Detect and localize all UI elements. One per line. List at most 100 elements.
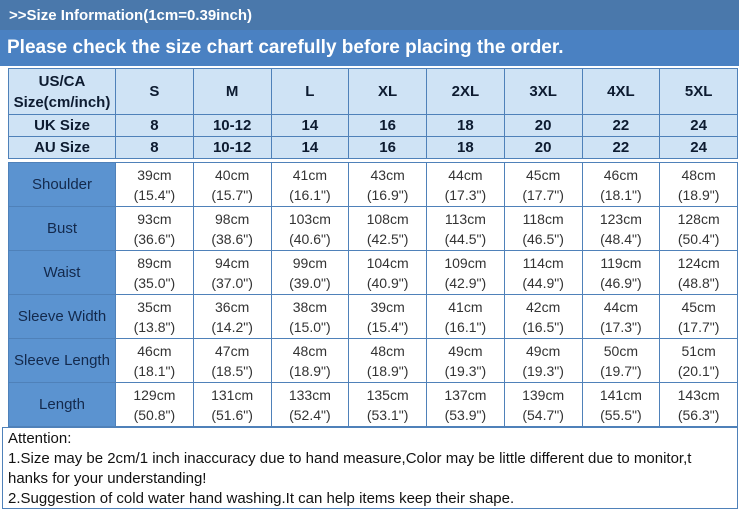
- measurement-cell: 118cm (46.5"): [503, 206, 583, 251]
- measurement-cm: 98cm: [215, 210, 250, 227]
- measurement-inch: (40.6"): [289, 230, 331, 247]
- measurement-cm: 49cm: [448, 342, 483, 359]
- measurement-cell: 98cm (38.6"): [192, 206, 272, 251]
- uk-size-row-value: 20: [503, 114, 583, 137]
- au-size-row-label: AU Size: [8, 136, 116, 159]
- uk-size-row-label: UK Size: [8, 114, 116, 137]
- measurement-label: Waist: [8, 250, 116, 295]
- measurement-cm: 128cm: [677, 210, 720, 227]
- measurement-cm: 40cm: [215, 166, 250, 183]
- measurement-inch: (18.5"): [211, 362, 253, 379]
- measurement-cm: 137cm: [444, 386, 487, 403]
- measurement-cell: 51cm (20.1"): [659, 338, 738, 383]
- size-column-header: S: [115, 68, 194, 115]
- measurement-cm: 41cm: [292, 166, 327, 183]
- au-size-row-value: 20: [503, 136, 583, 159]
- au-size-row-value: 8: [115, 136, 194, 159]
- measurement-inch: (52.4"): [289, 406, 331, 423]
- measurement-cm: 39cm: [370, 298, 405, 315]
- measurement-cell: 89cm (35.0"): [115, 250, 194, 295]
- measurement-cell: 108cm (42.5"): [348, 206, 427, 251]
- measurement-inch: (15.4"): [366, 318, 409, 335]
- measurement-label: Bust: [8, 206, 116, 251]
- measurement-cell: 128cm (50.4"): [659, 206, 738, 251]
- measurement-inch: (42.5"): [366, 230, 409, 247]
- measurement-cell: 39cm (15.4"): [348, 294, 427, 339]
- measurement-label: Sleeve Width: [8, 294, 116, 339]
- measurement-inch: (46.9"): [600, 274, 642, 291]
- measurement-cm: 48cm: [681, 166, 716, 183]
- measurement-inch: (17.3"): [600, 318, 642, 335]
- measurement-inch: (53.1"): [366, 406, 409, 423]
- measurement-inch: (16.1"): [444, 318, 487, 335]
- measurement-cm: 45cm: [681, 298, 716, 315]
- measurement-cm: 124cm: [677, 254, 720, 271]
- measurement-cm: 46cm: [137, 342, 172, 359]
- measurement-cm: 123cm: [599, 210, 642, 227]
- measurement-cell: 109cm (42.9"): [426, 250, 505, 295]
- measurement-cell: 49cm (19.3"): [503, 338, 583, 383]
- uk-size-row: UK Size 8 10-12 14 16 18 20 22 24: [8, 114, 738, 137]
- measurement-inch: (18.9"): [366, 362, 409, 379]
- corner-line-1: US/CA: [38, 72, 86, 90]
- measurement-cell: 135cm (53.1"): [348, 382, 427, 427]
- measurement-inch: (50.8"): [133, 406, 176, 423]
- uk-size-row-value: 8: [115, 114, 194, 137]
- measurement-cm: 93cm: [137, 210, 172, 227]
- measurement-cell: 143cm (56.3"): [659, 382, 738, 427]
- measurement-inch: (19.3"): [444, 362, 487, 379]
- measurement-cm: 44cm: [448, 166, 483, 183]
- measurement-cm: 43cm: [370, 166, 405, 183]
- uk-size-row-value: 24: [659, 114, 738, 137]
- size-table-body: Shoulder 39cm (15.4") 40cm (15.7") 41cm (16.1"…: [8, 162, 738, 427]
- attention-line-3: 2.Suggestion of cold water hand washing.…: [8, 490, 515, 507]
- attention-line-1: 1.Size may be 2cm/1 inch inaccuracy due …: [8, 450, 692, 467]
- size-chart-notice: Please check the size chart carefully be…: [0, 30, 739, 66]
- measurement-cell: 103cm (40.6"): [270, 206, 350, 251]
- measurement-inch: (16.1"): [289, 186, 331, 203]
- measurement-cm: 47cm: [215, 342, 250, 359]
- size-column-header: 3XL: [503, 68, 583, 115]
- measurement-cm: 103cm: [288, 210, 331, 227]
- measurement-inch: (40.9"): [366, 274, 409, 291]
- measurement-inch: (17.7"): [677, 318, 720, 335]
- measurement-inch: (16.5"): [522, 318, 564, 335]
- measurement-cell: 123cm (48.4"): [581, 206, 661, 251]
- measurement-cell: 46cm (18.1"): [581, 162, 661, 207]
- measurement-cm: 50cm: [603, 342, 638, 359]
- measurement-label: Length: [8, 382, 116, 427]
- measurement-cm: 46cm: [603, 166, 638, 183]
- measurement-cell: 45cm (17.7"): [503, 162, 583, 207]
- measurement-cm: 38cm: [292, 298, 327, 315]
- measurement-label: Sleeve Length: [8, 338, 116, 383]
- measurement-cm: 48cm: [292, 342, 327, 359]
- uk-size-row-value: 18: [426, 114, 505, 137]
- measurement-cell: 47cm (18.5"): [192, 338, 272, 383]
- measurement-cm: 39cm: [137, 166, 172, 183]
- measurement-cm: 94cm: [215, 254, 250, 271]
- measurement-cell: 45cm (17.7"): [659, 294, 738, 339]
- measurement-inch: (42.9"): [444, 274, 487, 291]
- measurement-cell: 113cm (44.5"): [426, 206, 505, 251]
- measurement-cm: 48cm: [370, 342, 405, 359]
- uk-size-row-value: 10-12: [192, 114, 272, 137]
- au-size-row-value: 16: [348, 136, 427, 159]
- attention-line-2: hanks for your understanding!: [8, 470, 207, 487]
- measurement-cell: 41cm (16.1"): [426, 294, 505, 339]
- measurement-inch: (50.4"): [677, 230, 720, 247]
- uk-size-row-value: 14: [270, 114, 350, 137]
- measurement-inch: (54.7"): [522, 406, 564, 423]
- measurement-cm: 44cm: [603, 298, 638, 315]
- measurement-cm: 109cm: [444, 254, 487, 271]
- size-column-header: XL: [348, 68, 427, 115]
- measurement-inch: (15.4"): [133, 186, 176, 203]
- measurement-cm: 119cm: [600, 254, 642, 271]
- measurement-cell: 114cm (44.9"): [503, 250, 583, 295]
- measurement-inch: (37.0"): [211, 274, 253, 291]
- measurement-cm: 114cm: [522, 254, 564, 271]
- measurement-cell: 35cm (13.8"): [115, 294, 194, 339]
- measurement-cell: 40cm (15.7"): [192, 162, 272, 207]
- measurement-cell: 139cm (54.7"): [503, 382, 583, 427]
- measurement-cm: 141cm: [599, 386, 642, 403]
- measurement-inch: (38.6"): [211, 230, 253, 247]
